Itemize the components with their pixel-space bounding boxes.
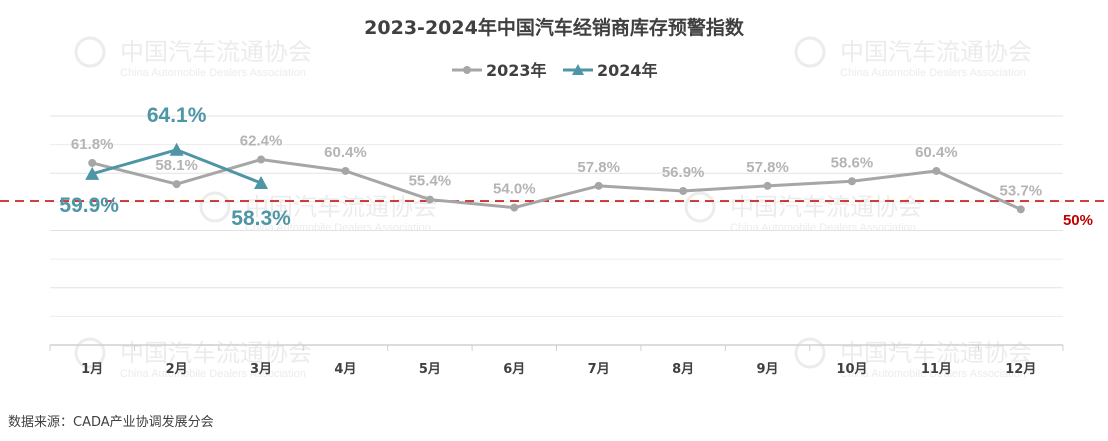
legend-2023-marker: [463, 66, 471, 74]
series-2024-point: [169, 142, 184, 156]
watermark-logo-icon: [794, 337, 826, 369]
data-labels: 61.8% 58.1% 62.4% 60.4% 55.4% 54.0% 57.8% 56.9%…: [59, 104, 1042, 230]
x-tick-label: 12月: [1005, 362, 1036, 377]
watermark-subtext: China Automobile Dealers Association: [120, 67, 306, 79]
x-tick-label: 4月: [334, 362, 356, 377]
series-2024-point: [85, 166, 100, 180]
series-2024-data-label: 59.9%: [59, 194, 119, 217]
x-tick-label: 5月: [419, 362, 441, 377]
watermark-text: 中国汽车流通协会: [840, 38, 1032, 66]
watermark-text: 中国汽车流通协会: [730, 193, 922, 221]
series-2023-data-label: 61.8%: [71, 136, 114, 153]
series-2023-data-label: 55.4%: [409, 173, 452, 190]
x-tick-label: 7月: [588, 362, 610, 377]
x-tick-label: 11月: [921, 362, 952, 377]
series-2023-point: [88, 158, 97, 167]
series-2023-point: [257, 155, 266, 164]
legend-2023-label: 2023年: [486, 61, 547, 80]
series-2023-point: [510, 203, 519, 212]
watermark-subtext: China Automobile Dealers Association: [730, 222, 916, 234]
series-2023-point: [679, 186, 688, 195]
series-layer: [85, 142, 1025, 214]
reference-line: 50%: [0, 200, 1108, 229]
watermark-subtext: China Automobile Dealers Association: [840, 368, 1026, 380]
series-2023-point: [932, 166, 941, 175]
watermark-subtext: China Automobile Dealers Association: [120, 368, 306, 380]
chart-title: 2023-2024年中国汽车经销商库存预警指数: [364, 16, 745, 39]
watermark-logo-icon: [74, 337, 106, 369]
x-tick-label: 8月: [672, 362, 694, 377]
series-2023-point: [172, 180, 181, 189]
series-2023-point: [847, 177, 856, 186]
x-tick-label: 3月: [250, 362, 272, 377]
watermark-text: 中国汽车流通协会: [245, 193, 437, 221]
series-2023-data-label: 57.8%: [577, 159, 620, 176]
series-2023-data-label: 53.7%: [1000, 182, 1043, 199]
series-2023-data-label: 58.1%: [155, 157, 198, 174]
legend: 2023年 2024年: [452, 61, 658, 80]
x-tick-label: 2月: [166, 362, 188, 377]
watermark-text: 中国汽车流通协会: [840, 339, 1032, 367]
x-tick-label: 6月: [503, 362, 525, 377]
series-2024-data-label: 58.3%: [231, 207, 291, 230]
series-2023-data-label: 57.8%: [746, 159, 789, 176]
watermark-logo-icon: [794, 36, 826, 68]
x-tick-label: 1月: [81, 362, 103, 377]
watermark-logo-icon: [74, 36, 106, 68]
series-2023-point: [1016, 205, 1025, 214]
series-2023-data-label: 56.9%: [662, 164, 705, 181]
legend-2024-marker: [572, 64, 584, 75]
x-tick-label: 9月: [757, 362, 779, 377]
watermark-text: 中国汽车流通协会: [120, 38, 312, 66]
series-2023-line: [91, 157, 1022, 211]
series-2023-point: [594, 181, 603, 190]
watermark-subtext: China Automobile Dealers Association: [840, 67, 1026, 79]
x-axis: 1月 2月 3月 4月 5月 6月 7月 8月 9月 10月 11月 12月: [49, 344, 1064, 377]
x-tick-label: 10月: [836, 362, 867, 377]
source-note: 数据来源：CADA产业协调发展分会: [8, 415, 214, 430]
series-2024-point: [254, 175, 269, 189]
series-2023-point: [425, 195, 434, 204]
watermark-logo-icon: [684, 191, 716, 223]
series-2023-data-label: 60.4%: [915, 144, 958, 161]
reference-line-label: 50%: [1063, 212, 1093, 229]
series-2023-data-label: 60.4%: [324, 144, 367, 161]
series-2023-point: [341, 166, 350, 175]
series-2023-data-label: 58.6%: [831, 154, 874, 171]
legend-2024-label: 2024年: [597, 61, 658, 80]
series-2023-data-label: 54.0%: [493, 181, 536, 198]
watermark-text: 中国汽车流通协会: [120, 339, 312, 367]
series-2023-data-label: 62.4%: [240, 133, 283, 150]
watermark-logo-icon: [199, 191, 231, 223]
series-2024-data-label: 64.1%: [147, 104, 207, 127]
series-2023-point: [763, 181, 772, 190]
